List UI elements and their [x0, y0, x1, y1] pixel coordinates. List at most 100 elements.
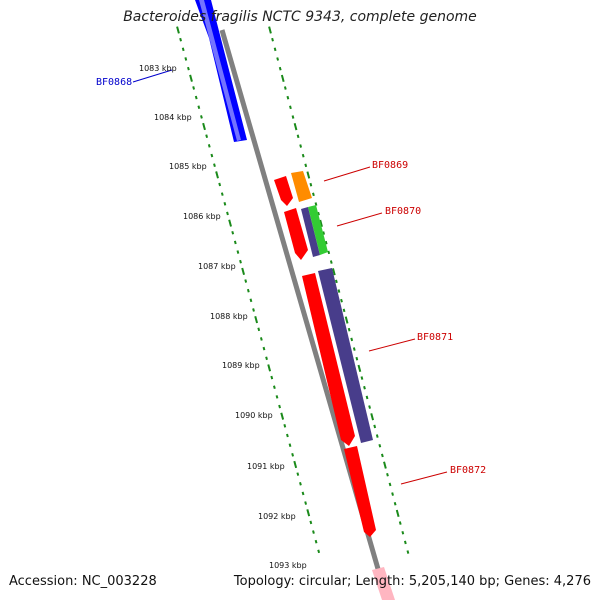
- minor-tick: [213, 163, 216, 167]
- minor-tick: [207, 144, 211, 148]
- minor-tick: [288, 443, 292, 447]
- gene-label-bf0870[interactable]: BF0870: [385, 206, 421, 217]
- minor-tick: [365, 395, 369, 400]
- minor-tick: [197, 105, 201, 110]
- minor-tick: [210, 153, 214, 158]
- gene-bf0871[interactable]: [318, 268, 373, 443]
- ruler-label: 1091 kbp: [247, 462, 285, 471]
- major-tick: [306, 509, 311, 517]
- minor-tick: [187, 66, 190, 71]
- major-tick: [267, 364, 272, 372]
- minor-tick: [265, 356, 268, 361]
- gene-red-3[interactable]: [302, 273, 355, 446]
- minor-tick: [386, 472, 389, 477]
- minor-tick: [286, 95, 290, 100]
- minor-tick: [380, 453, 384, 458]
- gene-red-2[interactable]: [284, 208, 308, 260]
- gene-bf0870[interactable]: [308, 205, 328, 255]
- minor-tick: [309, 182, 313, 187]
- minor-tick: [205, 134, 209, 139]
- minor-tick: [220, 192, 224, 196]
- gene-label-bf0871[interactable]: BF0871: [417, 332, 453, 343]
- major-tick: [228, 219, 232, 227]
- minor-tick: [329, 260, 333, 264]
- ruler-label: 1093 kbp: [269, 561, 307, 570]
- ruler-label: 1084 kbp: [154, 113, 192, 122]
- major-tick: [319, 219, 323, 228]
- minor-tick: [259, 337, 263, 341]
- ruler-label-group: 1083 kbp 1084 kbp 1085 kbp 1086 kbp 1087…: [139, 64, 307, 570]
- minor-tick: [252, 308, 255, 312]
- minor-tick: [223, 201, 227, 206]
- minor-tick: [375, 434, 379, 438]
- minor-tick: [352, 347, 356, 351]
- minor-tick: [304, 501, 308, 505]
- minor-tick: [239, 259, 242, 264]
- minor-tick: [304, 163, 308, 168]
- ruler-label: 1086 kbp: [183, 212, 221, 221]
- minor-tick: [231, 230, 235, 235]
- minor-tick: [373, 424, 377, 429]
- minor-tick: [393, 501, 397, 506]
- minor-tick: [246, 288, 250, 293]
- major-tick: [176, 26, 180, 34]
- ruler-label: 1085 kbp: [169, 162, 207, 171]
- gene-bf0869[interactable]: [291, 171, 312, 202]
- minor-tick: [226, 211, 229, 216]
- gene-bf0868-highlight: [199, 0, 241, 141]
- minor-tick: [301, 153, 305, 158]
- minor-tick: [296, 134, 300, 139]
- minor-tick: [340, 298, 343, 303]
- major-tick: [370, 413, 375, 421]
- gene-label-bf0869[interactable]: BF0869: [372, 160, 408, 171]
- minor-tick: [276, 57, 280, 61]
- minor-tick: [350, 337, 354, 342]
- minor-tick: [249, 298, 253, 303]
- minor-tick: [406, 550, 410, 554]
- gene-purple-1[interactable]: [301, 207, 320, 257]
- ruler-label: 1088 kbp: [210, 312, 248, 321]
- minor-tick: [324, 240, 328, 245]
- minor-tick: [262, 346, 266, 351]
- minor-tick: [184, 57, 188, 61]
- gene-bf0872[interactable]: [344, 446, 376, 537]
- major-tick: [306, 171, 311, 179]
- gene-features: [195, 0, 395, 600]
- minor-tick: [278, 66, 282, 71]
- minor-tick: [218, 182, 222, 187]
- minor-tick: [317, 211, 320, 216]
- gene-bf0868[interactable]: [195, 0, 247, 142]
- major-tick: [331, 268, 336, 276]
- ruler-label: 1089 kbp: [222, 361, 260, 370]
- gene-red-1[interactable]: [274, 176, 293, 206]
- minor-tick: [194, 95, 198, 100]
- minor-tick: [273, 385, 276, 390]
- minor-tick: [314, 202, 318, 206]
- minor-tick: [289, 105, 292, 110]
- ruler-label: 1083 kbp: [139, 64, 177, 73]
- minor-tick: [299, 481, 302, 486]
- minor-tick: [403, 540, 407, 545]
- minor-tick: [299, 144, 303, 148]
- major-tick: [395, 509, 400, 518]
- minor-tick: [317, 549, 321, 554]
- minor-tick: [286, 433, 289, 438]
- major-tick: [280, 412, 285, 420]
- minor-tick: [312, 530, 315, 534]
- topology-text: Topology: circular; Length: 5,205,140 bp…: [233, 574, 591, 589]
- callout-lines: [132, 69, 448, 485]
- gene-pink[interactable]: [372, 567, 395, 600]
- gene-label-bf0868[interactable]: BF0868: [96, 77, 132, 88]
- major-tick: [215, 171, 219, 179]
- ruler-label: 1092 kbp: [258, 512, 296, 521]
- gene-label-bf0872[interactable]: BF0872: [450, 465, 486, 476]
- minor-tick: [312, 192, 315, 197]
- gene-label-group: BF0868 BF0869 BF0870 BF0871 BF0872: [96, 77, 486, 476]
- minor-tick: [275, 395, 279, 399]
- minor-tick: [244, 279, 248, 283]
- minor-tick: [347, 327, 351, 332]
- major-tick: [189, 74, 193, 82]
- map-title: Bacteroides fragilis NCTC 9343, complete…: [123, 9, 477, 25]
